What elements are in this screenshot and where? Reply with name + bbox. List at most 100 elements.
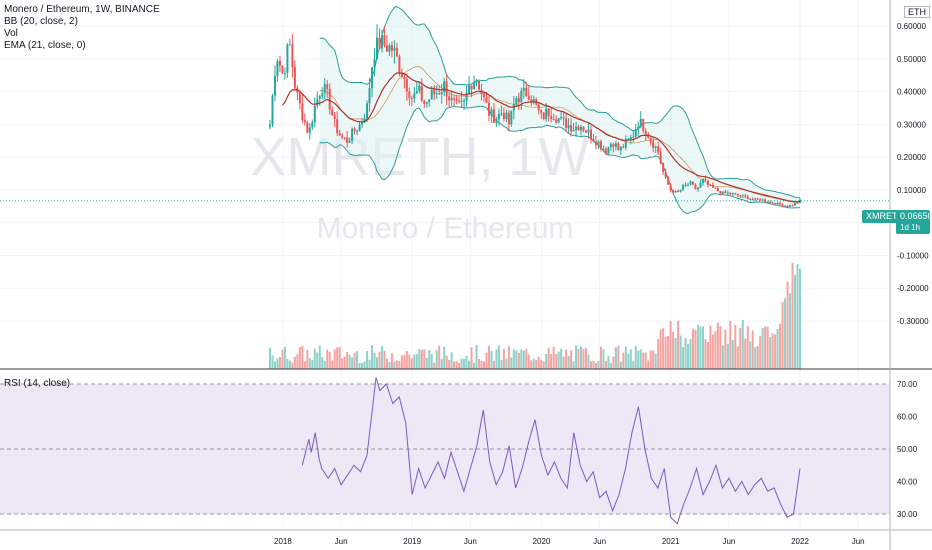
candle-body — [540, 110, 543, 113]
volume-bar — [709, 325, 712, 369]
candle-body — [313, 105, 316, 123]
candle-body — [276, 60, 279, 76]
volume-bar — [609, 362, 612, 369]
volume-bar — [465, 355, 468, 369]
volume-bar — [624, 346, 627, 369]
candle-body — [455, 99, 458, 101]
watermark: XMRETH, 1W Monero / Ethereum — [250, 127, 589, 245]
y-tick-label: 0.10000 — [897, 186, 926, 195]
volume-bar — [550, 353, 553, 369]
candle-body — [308, 127, 311, 133]
candle-body — [333, 115, 336, 120]
volume-bar — [739, 328, 742, 369]
candle-body — [629, 137, 632, 140]
volume-bar — [632, 361, 635, 369]
volume-bar — [428, 349, 431, 369]
candle-body — [348, 140, 351, 143]
candle-body — [667, 177, 670, 185]
volume-bar — [612, 356, 615, 369]
candle-body — [791, 205, 794, 207]
candle-body — [425, 102, 428, 104]
candle-body — [550, 116, 553, 119]
candle-body — [478, 81, 481, 90]
candle-body — [405, 79, 408, 92]
candle-body — [395, 47, 398, 57]
volume-bar — [575, 345, 578, 369]
volume-bar — [644, 352, 647, 369]
volume-bar — [614, 347, 617, 369]
candle-body — [278, 60, 281, 66]
candle-body — [306, 122, 309, 133]
volume-bar — [505, 358, 508, 369]
x-tick-label: 2020 — [533, 537, 551, 546]
candle-body — [545, 108, 548, 119]
currency-badge[interactable]: ETH — [904, 6, 930, 18]
candle-body — [589, 129, 592, 140]
volume-bar — [366, 350, 369, 369]
ema-line — [281, 72, 801, 203]
volume-bar — [408, 354, 411, 369]
candle-body — [375, 37, 378, 60]
candle-body — [326, 84, 329, 90]
candle-body — [410, 98, 413, 100]
volume-bar — [288, 360, 291, 369]
rsi-tick-label: 40.00 — [897, 478, 918, 487]
candle-body — [570, 125, 573, 132]
volume-bar — [405, 350, 408, 369]
volume-bar — [482, 361, 485, 369]
candle-body — [582, 126, 585, 131]
volume-bar — [642, 352, 645, 369]
candle-body — [662, 163, 665, 172]
volume-bar — [286, 358, 289, 369]
volume-bar — [283, 346, 286, 369]
candle-body — [687, 184, 690, 186]
candle-body — [749, 198, 752, 200]
candle-body — [378, 37, 381, 49]
candle-body — [587, 129, 590, 133]
candle-body — [492, 109, 495, 123]
candle-body — [721, 191, 724, 194]
volume-bar — [433, 362, 436, 369]
volume-bar — [560, 348, 563, 369]
volume-bar — [580, 346, 583, 369]
volume-bar — [308, 358, 311, 369]
volume-bar — [687, 343, 690, 369]
candle-body — [619, 146, 622, 150]
volume-bar — [318, 345, 321, 369]
candle-body — [796, 202, 799, 204]
candle-body — [632, 136, 635, 138]
candle-body — [413, 93, 416, 99]
candle-body — [283, 72, 286, 74]
volume-bar — [786, 281, 789, 369]
volume-bar — [771, 333, 774, 369]
candle-body — [398, 56, 401, 73]
legend-vol[interactable]: Vol — [4, 28, 18, 39]
volume-bar — [440, 358, 443, 369]
candle-body — [784, 205, 787, 207]
candle-body — [799, 199, 801, 203]
candle-body — [634, 129, 637, 137]
x-tick-label: Jun — [593, 537, 606, 546]
volume-bar — [413, 354, 416, 369]
volume-bar — [378, 351, 381, 369]
volume-bar — [662, 328, 665, 369]
legend-ema[interactable]: EMA (21, close, 0) — [4, 40, 86, 51]
candle-body — [388, 45, 391, 52]
candle-body — [323, 84, 326, 94]
x-tick-label: 2018 — [274, 537, 292, 546]
volume-bar — [682, 347, 685, 369]
candle-body — [343, 137, 346, 139]
candle-body — [704, 178, 707, 181]
legend-bb[interactable]: BB (20, close, 2) — [4, 16, 78, 27]
x-tick-label: Jun — [722, 537, 735, 546]
volume-bar — [714, 331, 717, 369]
volume-bar — [619, 361, 622, 369]
volume-bar — [485, 352, 488, 369]
last-price-value: 0.06650 — [900, 211, 932, 221]
volume-bar — [393, 361, 396, 369]
volume-bar — [313, 348, 316, 369]
candle-body — [711, 184, 714, 188]
rsi-legend[interactable]: RSI (14, close) — [4, 378, 71, 389]
volume-bar — [537, 356, 540, 369]
